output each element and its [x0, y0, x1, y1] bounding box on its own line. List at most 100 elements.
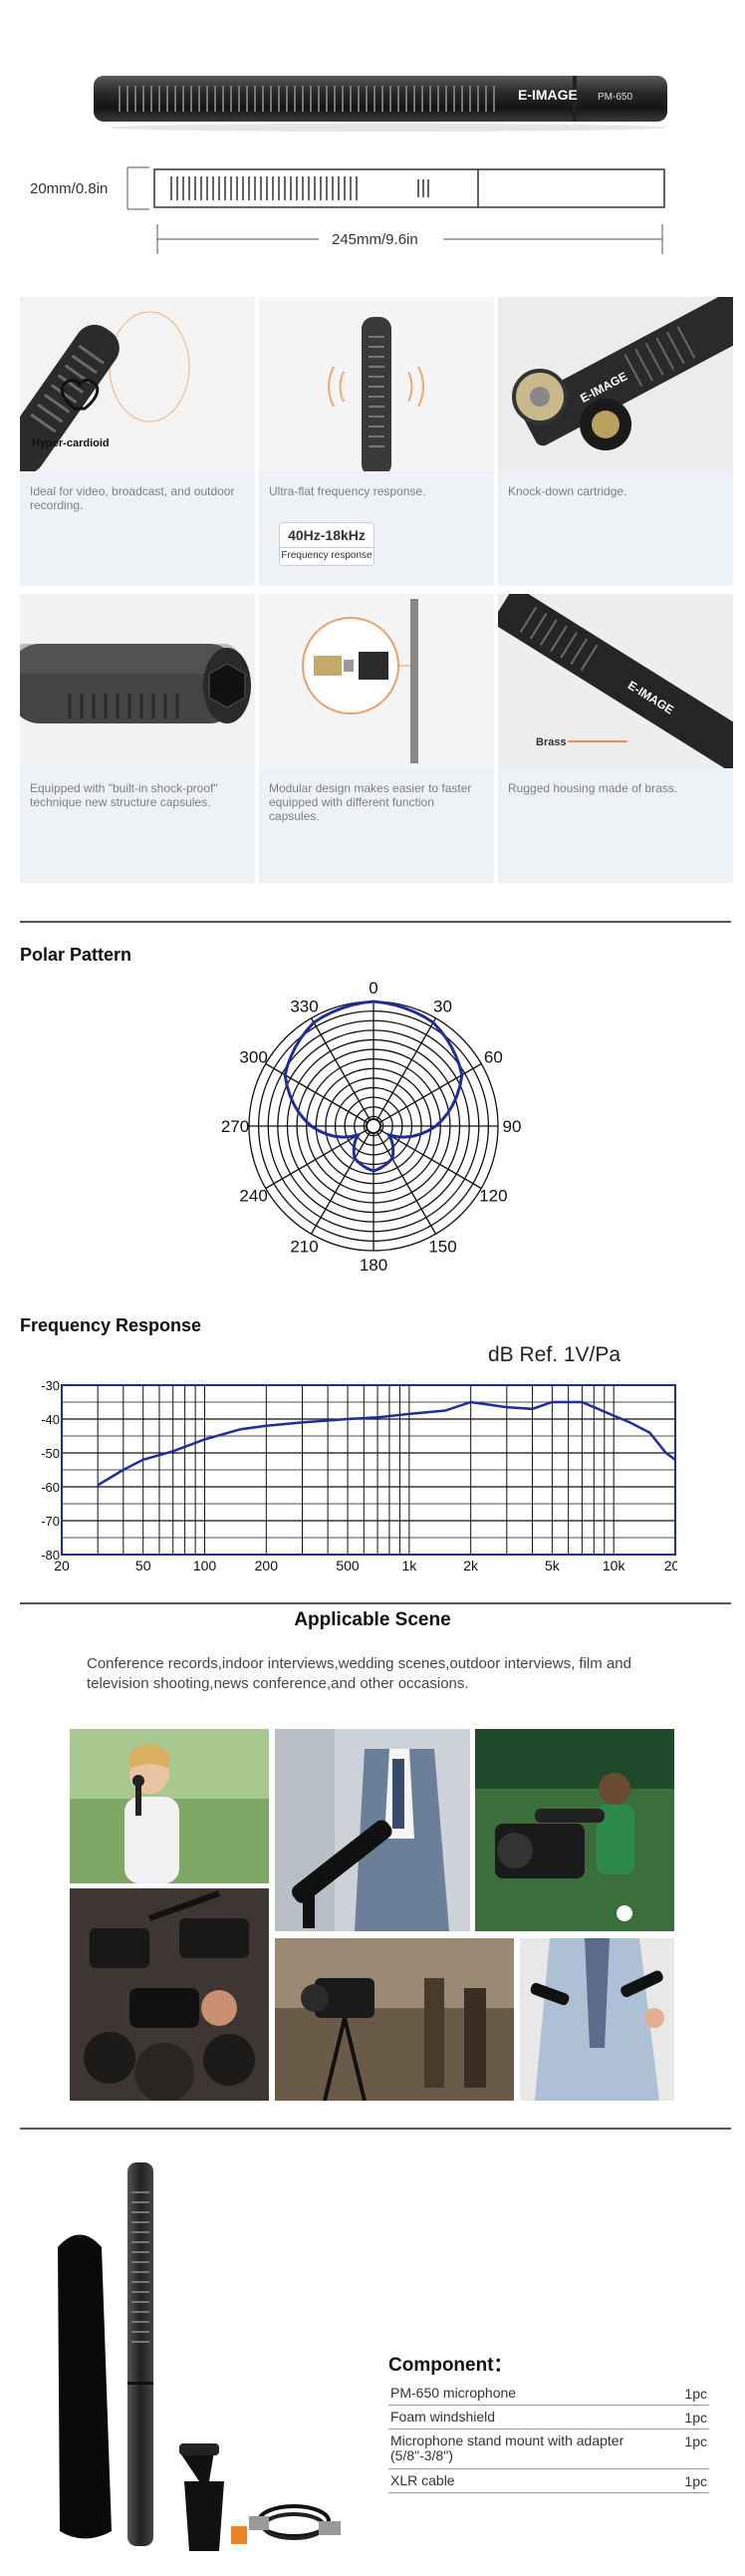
component-row: Foam windshield 1pc	[388, 2408, 709, 2430]
dimension-diagram: 20mm/0.8in 245mm/9.6in	[30, 166, 665, 254]
component-title: Component：	[388, 2355, 513, 2376]
component-name: XLR cable	[390, 2472, 455, 2488]
polar-angle-label: 330	[290, 998, 318, 1016]
frequency-ref-label: dB Ref. 1V/Pa	[488, 1343, 621, 1366]
length-label: 245mm/9.6in	[332, 231, 418, 248]
polar-spoke	[372, 1017, 437, 1127]
freq-y-tick: -60	[41, 1480, 60, 1495]
frequency-response-curve	[97, 1400, 676, 1487]
frequency-badge: 40Hz-18kHz Frequency response	[279, 522, 374, 566]
mic-head-image: Hyper-cardioid	[20, 297, 255, 471]
polar-angle-label: 120	[479, 1187, 507, 1206]
polar-spoke	[310, 1017, 374, 1127]
frequency-range: 40Hz-18kHz	[280, 527, 373, 548]
polar-angle-label: 0	[369, 979, 377, 998]
component-name: PM-650 microphone	[390, 2385, 517, 2401]
polar-angle-label: 180	[360, 1256, 387, 1275]
feature-caption: Modular design makes easier to faster eq…	[269, 781, 472, 823]
freq-x-tick: 20k	[664, 1558, 677, 1574]
feature-caption: Ultra-flat frequency response.	[269, 484, 426, 498]
freq-x-tick: 500	[336, 1558, 360, 1574]
freq-y-tick: -30	[41, 1378, 60, 1393]
feature-card-modular: Modular design makes easier to faster eq…	[259, 594, 494, 883]
frequency-label: Frequency response	[281, 550, 372, 561]
polar-spoke	[265, 1062, 374, 1127]
feature-caption: Ideal for video, broadcast, and outdoor …	[30, 484, 235, 512]
component-row: XLR cable 1pc	[388, 2471, 709, 2493]
brass-callout: Brass	[536, 736, 567, 748]
freq-x-tick: 100	[193, 1558, 217, 1574]
photo-film-camera	[275, 1938, 514, 2101]
photo-indoor-interview	[275, 1729, 470, 1931]
photo-outdoor-reporter	[70, 1729, 269, 1883]
component-qty: 1pc	[684, 2433, 707, 2449]
freq-y-tick: -70	[41, 1514, 60, 1529]
diameter-label: 20mm/0.8in	[30, 180, 108, 197]
hyper-cardioid-badge: Hyper-cardioid	[32, 437, 110, 449]
xlr-cable-image	[249, 2504, 341, 2540]
component-qty: 1pc	[684, 2410, 707, 2426]
polar-angle-label: 240	[239, 1187, 267, 1206]
mic-body-image	[20, 594, 255, 768]
mic-cartridge-image: E-IMAGE	[498, 297, 733, 471]
feature-card-brass: E-IMAGE Brass Rugged housing made of bra…	[498, 594, 733, 883]
polar-spoke	[372, 1062, 482, 1127]
polar-center-mark	[366, 1118, 381, 1134]
microphone-image	[127, 2162, 153, 2546]
photo-microphone-interview	[520, 1938, 674, 2101]
freq-x-tick: 20	[54, 1558, 70, 1574]
feature-caption: Knock-down cartridge.	[508, 484, 627, 498]
polar-spoke	[310, 1125, 374, 1235]
component-name: Foam windshield	[390, 2409, 496, 2425]
stand-mount-image	[179, 2451, 224, 2551]
polar-pattern-curve	[283, 1000, 464, 1173]
component-row: Microphone stand mount with adapter (5/8…	[388, 2432, 709, 2469]
feature-card-frequency: Ultra-flat frequency response. 40Hz-18kH…	[259, 297, 494, 586]
hero-microphone-image: E-IMAGE PM-650	[94, 76, 667, 132]
polar-angle-label: 210	[290, 1237, 318, 1256]
freq-x-tick: 10k	[603, 1558, 626, 1574]
polar-angle-label: 30	[433, 998, 452, 1016]
polar-angle-label: 60	[484, 1048, 503, 1067]
freq-x-tick: 2k	[463, 1558, 479, 1574]
mic-brass-image: E-IMAGE Brass	[498, 594, 733, 768]
polar-angle-label: 270	[221, 1117, 249, 1136]
foam-windshield-image	[58, 2234, 112, 2539]
freq-x-tick: 200	[255, 1558, 279, 1574]
applicable-scene-description: Conference records,indoor interviews,wed…	[87, 1655, 631, 1692]
mic-vertical-image	[259, 297, 494, 471]
component-name: Microphone stand mount with adapter (5/8…	[390, 2433, 624, 2463]
hero-brand-label: E-IMAGE	[518, 87, 578, 103]
polar-pattern-chart: 0 30 60 90 120 150 180 210 240 270 300 330	[221, 979, 522, 1275]
freq-frame	[61, 1384, 676, 1556]
section-divider	[20, 1602, 731, 1604]
feature-card-cartridge: E-IMAGE Knock-down cartridge.	[498, 297, 733, 586]
photo-press-conference	[70, 1888, 269, 2101]
cardioid-icon	[60, 379, 100, 411]
component-qty: 1pc	[684, 2473, 707, 2489]
polar-spoke	[372, 1125, 437, 1235]
mic-modular-image	[259, 594, 494, 768]
freq-y-tick: -40	[41, 1412, 60, 1427]
polar-pattern-title: Polar Pattern	[20, 945, 132, 965]
frequency-response-title: Frequency Response	[20, 1315, 202, 1335]
feature-card-hyper-cardioid: Hyper-cardioid Ideal for video, broadcas…	[20, 297, 255, 586]
freq-x-tick: 50	[135, 1558, 151, 1574]
hero-model-label: PM-650	[598, 92, 632, 103]
freq-y-tick: -50	[41, 1446, 60, 1461]
package-contents-image	[58, 2162, 341, 2551]
feature-caption: Rugged housing made of brass.	[508, 781, 678, 795]
component-row: PM-650 microphone 1pc	[388, 2384, 709, 2406]
polar-angle-label: 150	[428, 1237, 456, 1256]
section-divider	[20, 921, 731, 923]
frequency-response-chart: 20 50 100 200 500 1k 2k 5k 10k 20k -30 -40 -50 -60 -70…	[41, 1378, 677, 1574]
adapter-image	[231, 2526, 247, 2544]
photo-sports-filming	[475, 1729, 674, 1931]
polar-angle-label: 300	[239, 1048, 267, 1067]
freq-x-tick: 5k	[545, 1558, 561, 1574]
feature-caption: Equipped with "built-in shock-proof" tec…	[30, 781, 218, 809]
freq-y-tick: -80	[41, 1548, 60, 1563]
polar-angle-label: 90	[503, 1117, 522, 1136]
feature-card-shockproof: Equipped with "built-in shock-proof" tec…	[20, 594, 255, 883]
freq-x-tick: 1k	[401, 1558, 417, 1574]
